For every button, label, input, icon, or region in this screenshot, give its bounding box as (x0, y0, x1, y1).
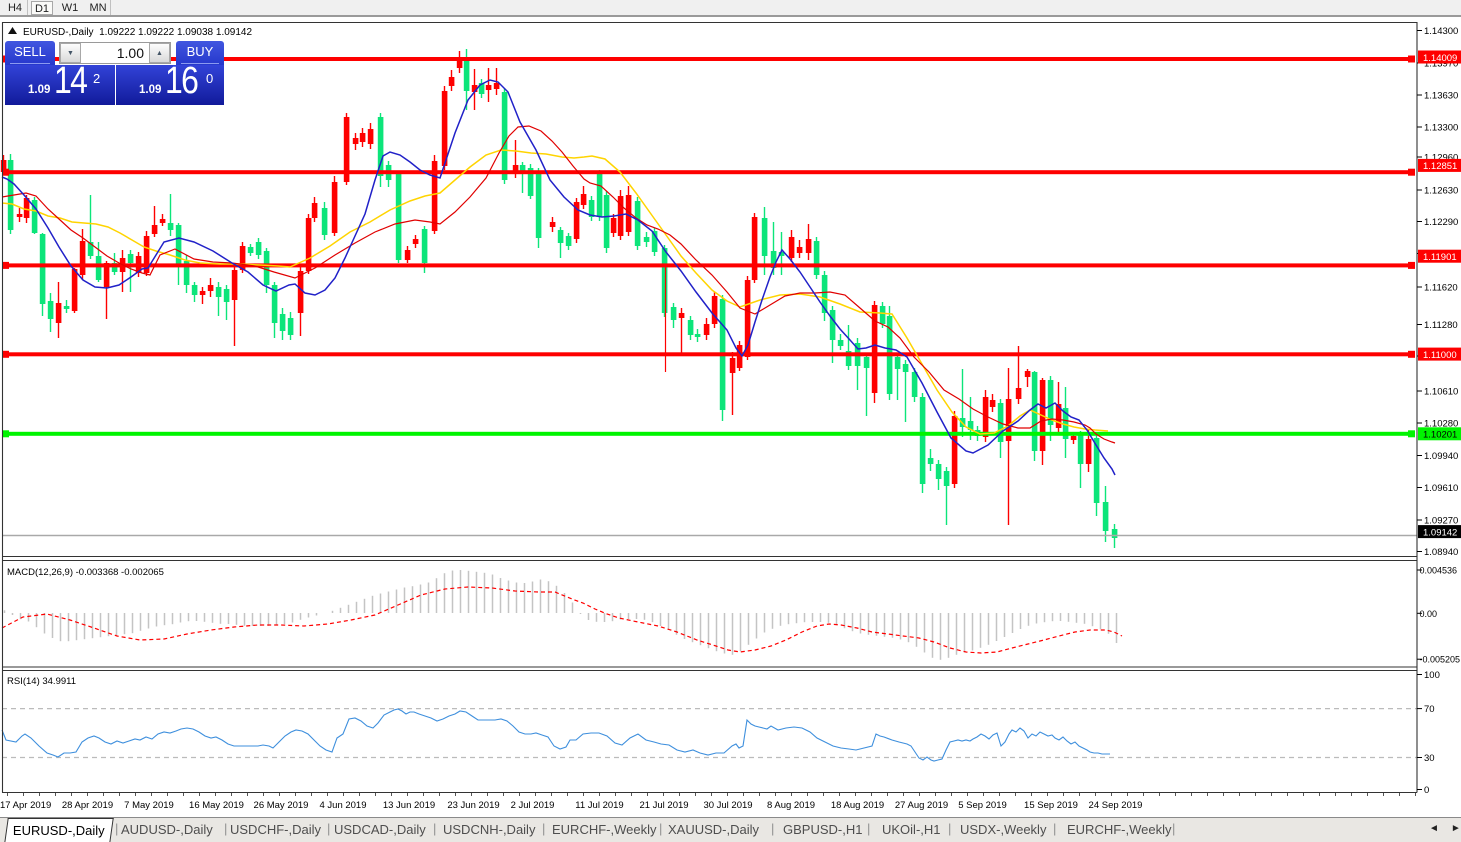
svg-text:70: 70 (1424, 704, 1435, 715)
svg-text:0.004536: 0.004536 (1420, 566, 1458, 576)
svg-text:27 Aug 2019: 27 Aug 2019 (895, 800, 948, 811)
svg-text:1.11620: 1.11620 (1424, 283, 1458, 294)
svg-text:1.10201: 1.10201 (1423, 430, 1457, 441)
svg-text:11 Jul 2019: 11 Jul 2019 (575, 800, 623, 811)
svg-text:2 Jul 2019: 2 Jul 2019 (511, 800, 555, 811)
svg-text:13 Jun 2019: 13 Jun 2019 (383, 800, 435, 811)
svg-text:23 Jun 2019: 23 Jun 2019 (447, 800, 499, 811)
svg-text:24 Sep 2019: 24 Sep 2019 (1089, 800, 1143, 811)
svg-text:MACD(12,26,9) -0.003368 -0.002: MACD(12,26,9) -0.003368 -0.002065 (7, 567, 164, 578)
svg-text:1.12960: 1.12960 (1424, 153, 1458, 164)
svg-text:1.13630: 1.13630 (1424, 91, 1458, 102)
svg-text:26 May 2019: 26 May 2019 (254, 800, 309, 811)
svg-text:100: 100 (1424, 670, 1440, 681)
svg-text:28 Apr 2019: 28 Apr 2019 (62, 800, 113, 811)
svg-text:5 Sep 2019: 5 Sep 2019 (958, 800, 1007, 811)
svg-text:1.11280: 1.11280 (1424, 320, 1458, 331)
svg-text:EURUSD-,Daily 1.09222 1.09222: EURUSD-,Daily 1.09222 1.09222 1.09038 1.… (23, 27, 252, 38)
svg-text:0: 0 (1424, 785, 1429, 796)
svg-text:1.09940: 1.09940 (1424, 451, 1458, 462)
svg-text:1.12851: 1.12851 (1423, 161, 1457, 172)
svg-text:1.12630: 1.12630 (1424, 186, 1458, 197)
svg-text:17 Apr 2019: 17 Apr 2019 (0, 800, 51, 811)
svg-text:16 May 2019: 16 May 2019 (189, 800, 244, 811)
svg-text:15 Sep 2019: 15 Sep 2019 (1024, 800, 1078, 811)
svg-text:1.09142: 1.09142 (1423, 527, 1457, 538)
svg-text:1.12290: 1.12290 (1424, 217, 1458, 228)
svg-text:1.13970: 1.13970 (1424, 59, 1458, 70)
svg-text:7 May 2019: 7 May 2019 (124, 800, 174, 811)
svg-text:1.13300: 1.13300 (1424, 123, 1458, 134)
svg-text:8 Aug 2019: 8 Aug 2019 (767, 800, 815, 811)
svg-text:1.10610: 1.10610 (1424, 387, 1458, 398)
svg-text:1.08940: 1.08940 (1424, 547, 1458, 558)
svg-text:18 Aug 2019: 18 Aug 2019 (831, 800, 884, 811)
svg-text:21 Jul 2019: 21 Jul 2019 (639, 800, 688, 811)
svg-text:1.14300: 1.14300 (1424, 26, 1458, 37)
svg-text:1.09610: 1.09610 (1424, 483, 1458, 494)
svg-text:RSI(14) 34.9911: RSI(14) 34.9911 (7, 676, 76, 687)
svg-text:1.11901: 1.11901 (1423, 252, 1457, 263)
svg-text:1.14009: 1.14009 (1423, 53, 1457, 64)
svg-text:30 Jul 2019: 30 Jul 2019 (703, 800, 752, 811)
svg-text:30: 30 (1424, 753, 1435, 764)
svg-text:4 Jun 2019: 4 Jun 2019 (319, 800, 366, 811)
svg-text:1.11000: 1.11000 (1423, 350, 1457, 361)
svg-text:-0.005205: -0.005205 (1420, 655, 1461, 665)
svg-text:1.10280: 1.10280 (1424, 419, 1458, 430)
svg-text:1.09270: 1.09270 (1424, 516, 1458, 527)
svg-text:0.00: 0.00 (1420, 609, 1438, 619)
